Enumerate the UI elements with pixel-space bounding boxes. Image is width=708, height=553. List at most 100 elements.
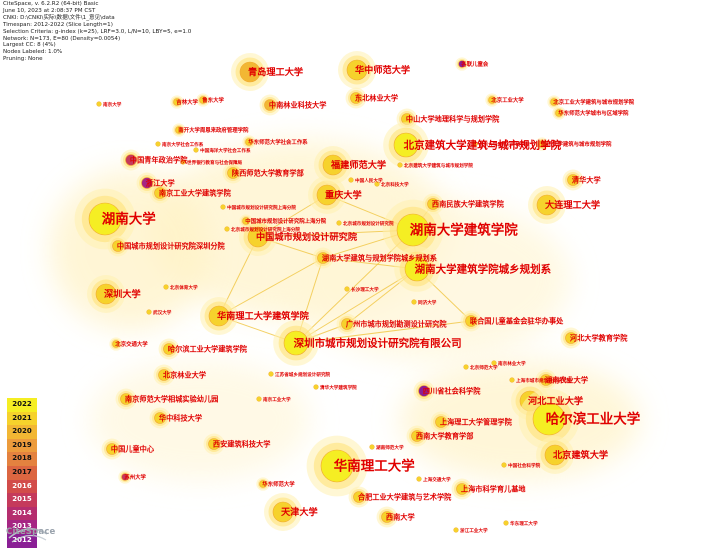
network-edge: [295, 268, 418, 344]
institution-node[interactable]: [208, 305, 230, 327]
institution-node[interactable]: [239, 61, 261, 83]
institution-node[interactable]: [346, 59, 368, 81]
institution-node[interactable]: [141, 177, 153, 189]
glow-blob: [90, 360, 310, 480]
institution-node-small[interactable]: [348, 177, 354, 183]
institution-node[interactable]: [175, 126, 183, 134]
institution-node[interactable]: [538, 140, 546, 148]
institution-node-small[interactable]: [416, 476, 422, 482]
institution-node[interactable]: [565, 332, 577, 344]
institution-label: 四川省社会科学院: [423, 387, 481, 396]
institution-node-small[interactable]: [453, 527, 459, 533]
institution-label-small: 湖南师范大学: [376, 444, 404, 451]
institution-node-small[interactable]: [491, 360, 497, 366]
institution-node[interactable]: [121, 473, 129, 481]
institution-node[interactable]: [381, 511, 393, 523]
institution-node[interactable]: [125, 154, 137, 166]
institution-node[interactable]: [396, 213, 430, 247]
institution-node-small[interactable]: [256, 396, 262, 402]
institution-node[interactable]: [163, 343, 175, 355]
institution-node[interactable]: [272, 501, 294, 523]
institution-node[interactable]: [411, 430, 423, 442]
institution-node[interactable]: [317, 252, 329, 264]
institution-node[interactable]: [320, 449, 354, 483]
institution-node[interactable]: [427, 198, 439, 210]
institution-node-small[interactable]: [369, 444, 375, 450]
institution-node-small[interactable]: [163, 284, 169, 290]
institution-node-small[interactable]: [313, 384, 319, 390]
institution-node[interactable]: [173, 98, 181, 106]
institution-node[interactable]: [435, 416, 447, 428]
institution-node[interactable]: [95, 283, 117, 305]
institution-node[interactable]: [283, 330, 309, 356]
institution-node[interactable]: [458, 60, 466, 68]
institution-node[interactable]: [227, 167, 239, 179]
institution-node-small[interactable]: [374, 181, 380, 187]
institution-node[interactable]: [88, 202, 122, 236]
institution-label: 河北工业大学: [528, 395, 583, 407]
institution-node[interactable]: [544, 444, 566, 466]
meta-line: Nodes Labeled: 1.0%: [3, 49, 63, 56]
institution-label-small: 清华大学建筑学院: [320, 384, 357, 391]
institution-node[interactable]: [536, 194, 558, 216]
institution-node[interactable]: [404, 256, 430, 282]
institution-node-small[interactable]: [336, 220, 342, 226]
institution-label-small: 长沙理工大学: [351, 286, 379, 293]
institution-node[interactable]: [316, 184, 338, 206]
institution-node[interactable]: [264, 99, 276, 111]
institution-node[interactable]: [199, 96, 207, 104]
institution-node[interactable]: [465, 315, 477, 327]
institution-node-small[interactable]: [501, 462, 507, 468]
institution-node[interactable]: [341, 318, 353, 330]
institution-label: 中国儿童中心: [111, 445, 155, 454]
institution-node[interactable]: [540, 374, 552, 386]
meta-line: June 10, 2023 at 2:08:37 PM CST: [3, 7, 96, 14]
institution-node-small[interactable]: [503, 520, 509, 526]
institution-node-small[interactable]: [155, 141, 161, 147]
institution-node[interactable]: [555, 109, 563, 117]
institution-node[interactable]: [154, 187, 166, 199]
institution-node[interactable]: [247, 226, 269, 248]
institution-node[interactable]: [112, 240, 124, 252]
institution-node[interactable]: [393, 132, 419, 158]
institution-node-small[interactable]: [96, 101, 102, 107]
institution-node-small[interactable]: [220, 204, 226, 210]
institution-node[interactable]: [567, 174, 579, 186]
node-layer[interactable]: [74, 51, 584, 533]
institution-node-small[interactable]: [224, 226, 230, 232]
institution-node-small[interactable]: [411, 299, 417, 305]
institution-node[interactable]: [259, 480, 267, 488]
logo-text: CiteSpace: [6, 527, 56, 537]
institution-node-small[interactable]: [472, 141, 478, 147]
institution-node[interactable]: [154, 412, 166, 424]
institution-node-small[interactable]: [268, 371, 274, 377]
institution-node-small[interactable]: [344, 286, 350, 292]
institution-node-small[interactable]: [193, 147, 199, 153]
institution-node[interactable]: [488, 96, 496, 104]
legend-year: 2019: [7, 438, 37, 453]
institution-node[interactable]: [456, 483, 468, 495]
institution-node[interactable]: [350, 92, 362, 104]
institution-node[interactable]: [106, 443, 118, 455]
institution-label: 中国城市规划设计研究院上海分院: [245, 217, 326, 225]
institution-node-small[interactable]: [463, 364, 469, 370]
institution-node[interactable]: [245, 138, 253, 146]
institution-node[interactable]: [242, 217, 250, 225]
institution-node-small[interactable]: [509, 377, 515, 383]
institution-node[interactable]: [322, 154, 344, 176]
institution-label: 中国青年政治学院: [130, 156, 188, 165]
institution-label-small: 南京林业大学: [498, 360, 526, 367]
institution-node[interactable]: [120, 393, 132, 405]
institution-node[interactable]: [532, 402, 566, 436]
institution-node[interactable]: [158, 369, 170, 381]
institution-node-small[interactable]: [180, 159, 186, 165]
institution-node-small[interactable]: [397, 162, 403, 168]
institution-node-small[interactable]: [146, 309, 152, 315]
institution-node[interactable]: [550, 98, 558, 106]
institution-node[interactable]: [418, 385, 430, 397]
legend-year: 2016: [7, 479, 37, 494]
institution-node[interactable]: [208, 438, 220, 450]
institution-node[interactable]: [353, 491, 365, 503]
institution-node[interactable]: [112, 340, 120, 348]
